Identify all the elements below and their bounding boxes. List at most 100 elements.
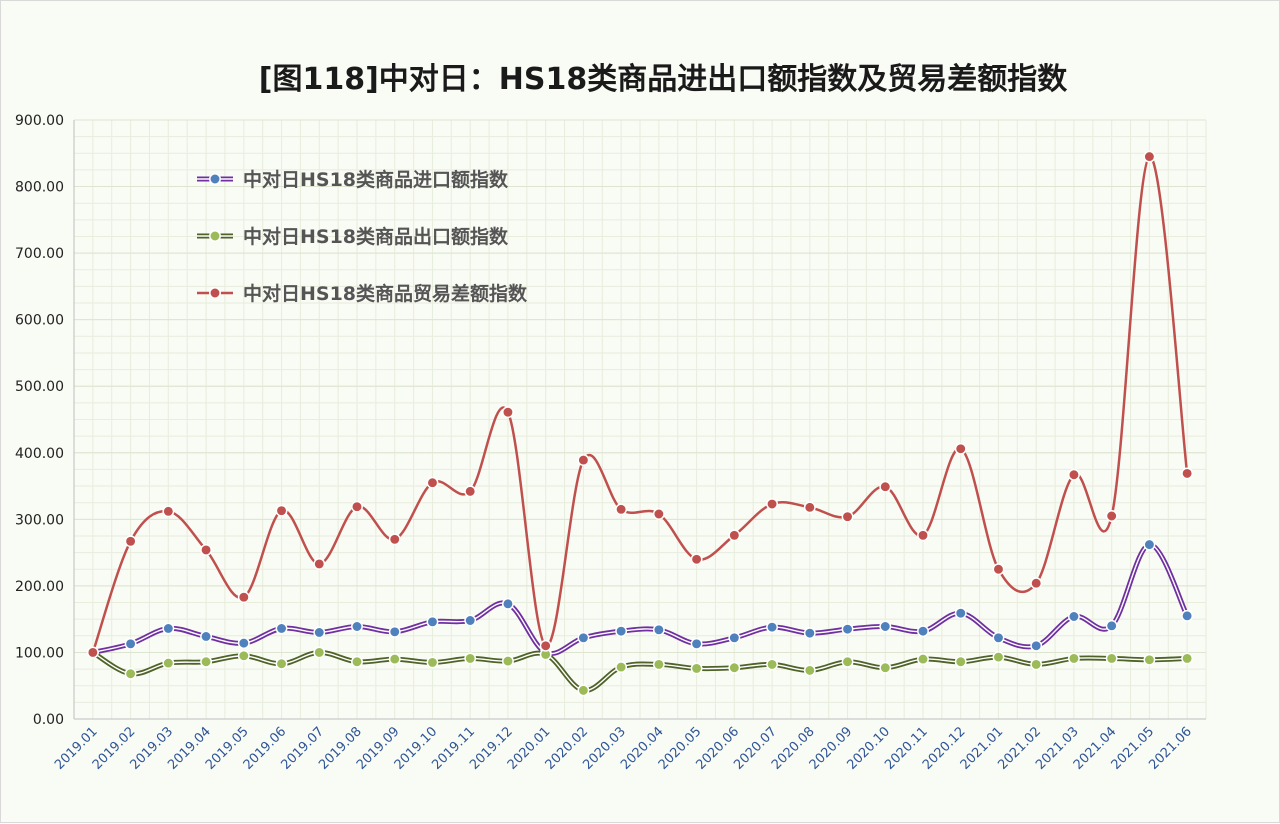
data-point-balance-index xyxy=(1143,150,1156,163)
data-point-balance-index xyxy=(162,505,175,518)
data-point-balance-index xyxy=(917,529,929,542)
data-point-import-index xyxy=(1105,619,1118,632)
data-point-export-index xyxy=(954,655,967,668)
y-tick-label: 200.00 xyxy=(15,579,64,595)
data-point-balance-index xyxy=(200,543,213,556)
data-point-export-index xyxy=(124,667,137,680)
data-point-import-index xyxy=(690,637,703,650)
data-point-balance-index xyxy=(728,529,741,542)
data-point-balance-index xyxy=(539,639,552,652)
legend-item-export-index: 中对日HS18类商品出口额指数 xyxy=(197,225,509,248)
data-point-balance-index xyxy=(124,535,137,548)
data-point-import-index xyxy=(577,631,590,644)
data-point-balance-index xyxy=(1067,468,1080,481)
data-point-balance-index xyxy=(388,533,401,546)
data-point-import-index xyxy=(766,621,779,634)
data-point-export-index xyxy=(351,655,363,668)
data-point-import-index xyxy=(954,607,967,620)
data-point-balance-index xyxy=(879,480,892,493)
data-point-export-index xyxy=(237,649,250,662)
y-tick-label: 100.00 xyxy=(15,645,64,661)
legend-item-import-index: 中对日HS18类商品进口额指数 xyxy=(197,168,509,191)
data-point-export-index xyxy=(728,661,741,674)
data-point-balance-index xyxy=(577,454,590,467)
data-point-export-index xyxy=(1181,652,1194,665)
axes xyxy=(73,120,1206,720)
chart-title: [图118]中对日：HS18类商品进出口额指数及贸易差额指数 xyxy=(259,62,1069,97)
legend-label: 中对日HS18类商品进口额指数 xyxy=(243,168,509,191)
data-point-import-index xyxy=(388,625,401,638)
series-layer xyxy=(86,150,1194,697)
data-point-import-index xyxy=(879,620,892,633)
data-point-export-index xyxy=(992,651,1005,664)
data-point-balance-index xyxy=(992,563,1005,576)
legend: 中对日HS18类商品进口额指数中对日HS18类商品出口额指数中对日HS18类商品… xyxy=(197,168,528,305)
y-tick-label: 900.00 xyxy=(15,113,64,129)
legend-item-balance-index: 中对日HS18类商品贸易差额指数 xyxy=(197,282,528,305)
data-point-export-index xyxy=(879,661,892,674)
y-axis-ticks: 0.00 100.00 200.00 300.00 400.00 500.00 600.00… xyxy=(15,113,64,728)
data-point-import-index xyxy=(501,597,514,610)
y-tick-label: 400.00 xyxy=(15,446,64,462)
data-point-import-index xyxy=(1030,639,1043,652)
data-point-balance-index xyxy=(464,485,477,498)
data-point-import-index xyxy=(652,623,665,636)
data-point-export-index xyxy=(1105,652,1118,665)
data-point-import-index xyxy=(1181,609,1194,622)
data-point-balance-index xyxy=(690,553,703,566)
data-point-export-index xyxy=(501,655,514,668)
data-point-balance-index xyxy=(615,503,628,516)
data-point-export-index xyxy=(690,662,703,675)
data-point-import-index xyxy=(200,630,213,643)
y-tick-label: 500.00 xyxy=(15,379,64,395)
data-point-export-index xyxy=(1067,652,1080,665)
data-point-balance-index xyxy=(1105,510,1118,522)
data-point-balance-index xyxy=(1030,577,1043,590)
data-point-balance-index xyxy=(426,476,439,489)
data-point-import-index xyxy=(1067,610,1080,623)
data-point-export-index xyxy=(577,684,590,697)
data-point-balance-index xyxy=(86,646,99,659)
data-point-export-index xyxy=(464,652,477,665)
data-point-balance-index xyxy=(954,442,967,455)
legend-label: 中对日HS18类商品贸易差额指数 xyxy=(243,282,528,305)
y-tick-label: 300.00 xyxy=(15,512,64,528)
data-point-import-index xyxy=(124,637,137,650)
data-point-balance-index xyxy=(501,406,514,419)
data-point-export-index xyxy=(803,664,816,677)
legend-swatch-marker xyxy=(209,287,221,299)
data-point-import-index xyxy=(992,631,1005,644)
data-point-import-index xyxy=(426,615,439,628)
y-tick-label: 700.00 xyxy=(15,246,64,262)
data-point-import-index xyxy=(162,622,175,635)
data-point-import-index xyxy=(841,623,854,636)
data-point-import-index xyxy=(917,625,929,638)
data-point-balance-index xyxy=(803,501,816,514)
legend-label: 中对日HS18类商品出口额指数 xyxy=(243,225,509,248)
data-point-export-index xyxy=(426,656,439,669)
data-point-balance-index xyxy=(766,498,779,510)
legend-swatch-marker xyxy=(209,230,221,242)
data-point-balance-index xyxy=(313,557,326,570)
data-point-export-index xyxy=(388,653,401,666)
data-point-import-index xyxy=(313,626,326,639)
data-point-export-index xyxy=(1030,658,1043,671)
data-point-import-index xyxy=(351,620,363,633)
data-point-import-index xyxy=(728,631,741,644)
data-point-balance-index xyxy=(351,500,363,513)
y-tick-label: 600.00 xyxy=(15,313,64,329)
data-point-balance-index xyxy=(237,591,250,604)
data-point-export-index xyxy=(200,655,213,668)
x-axis-ticks: 2019.012019.022019.032019.042019.052019.… xyxy=(52,724,1195,773)
data-point-export-index xyxy=(275,657,288,670)
data-point-import-index xyxy=(1143,538,1156,551)
data-point-balance-index xyxy=(652,508,665,520)
data-point-import-index xyxy=(615,625,628,638)
data-point-balance-index xyxy=(841,510,854,523)
data-point-import-index xyxy=(803,627,816,640)
data-point-export-index xyxy=(615,661,628,674)
data-point-balance-index xyxy=(1181,467,1194,480)
data-point-import-index xyxy=(464,614,477,627)
